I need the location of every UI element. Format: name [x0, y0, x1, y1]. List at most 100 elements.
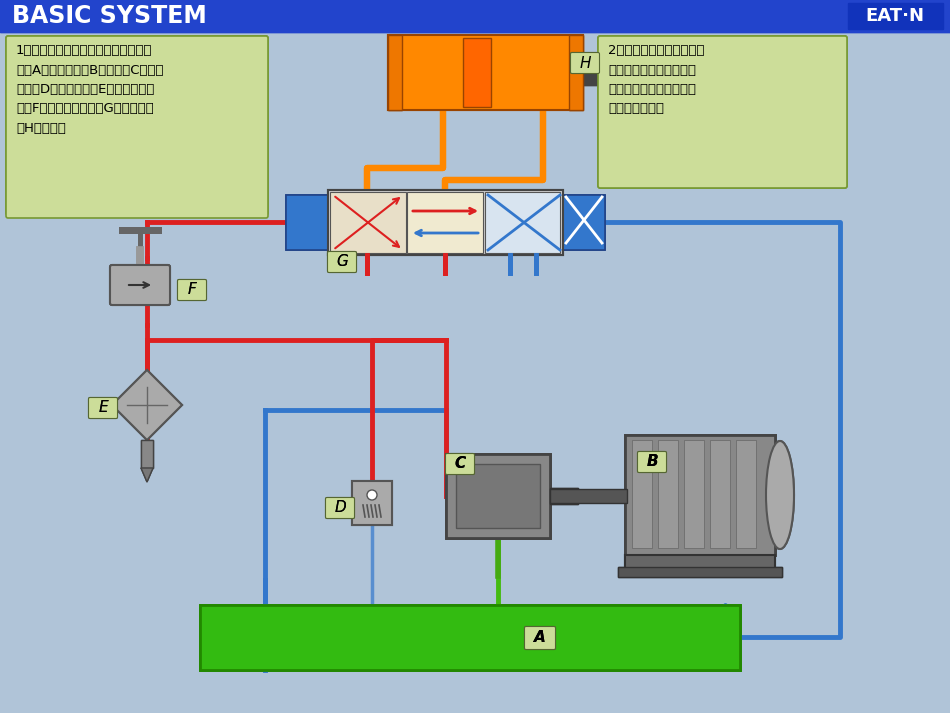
- Bar: [658, 440, 678, 548]
- Text: A: A: [534, 630, 546, 645]
- Polygon shape: [112, 370, 182, 440]
- Ellipse shape: [766, 441, 794, 549]
- Bar: [463, 38, 491, 107]
- Bar: [456, 464, 540, 528]
- Bar: [550, 489, 627, 503]
- Polygon shape: [141, 468, 153, 482]
- Text: 1）一般认为一个简单的液压系统由油
箱（A）、电动机（B）、泵（C）、溢
流阀（D）、过滤器（E）、流量控制
阀（F）、方向控制阀（G）、和油缸
（H）组成。: 1）一般认为一个简单的液压系统由油 箱（A）、电动机（B）、泵（C）、溢 流阀（…: [16, 44, 163, 135]
- Text: B: B: [646, 454, 657, 469]
- Bar: [456, 464, 540, 528]
- Text: EAT·N: EAT·N: [865, 7, 924, 25]
- Bar: [550, 488, 578, 504]
- Bar: [330, 192, 406, 253]
- Bar: [658, 440, 678, 548]
- Bar: [684, 440, 704, 548]
- Bar: [200, 605, 740, 670]
- Text: BASIC SYSTEM: BASIC SYSTEM: [12, 4, 207, 28]
- FancyBboxPatch shape: [571, 53, 599, 73]
- Bar: [352, 481, 392, 525]
- FancyBboxPatch shape: [328, 252, 356, 272]
- Bar: [578, 491, 592, 501]
- Text: B: B: [646, 454, 657, 469]
- FancyBboxPatch shape: [6, 36, 268, 218]
- Bar: [563, 195, 605, 250]
- Text: G: G: [336, 255, 348, 270]
- Bar: [446, 454, 550, 538]
- Text: D: D: [334, 501, 346, 515]
- Text: C: C: [454, 456, 466, 471]
- FancyBboxPatch shape: [328, 252, 356, 272]
- Bar: [710, 440, 730, 548]
- Bar: [286, 195, 328, 250]
- Text: H: H: [580, 56, 591, 71]
- Text: F: F: [188, 282, 197, 297]
- Bar: [388, 35, 402, 110]
- Bar: [446, 454, 550, 538]
- Bar: [710, 440, 730, 548]
- Bar: [618, 567, 782, 577]
- Ellipse shape: [367, 490, 377, 500]
- Bar: [200, 605, 740, 670]
- Bar: [485, 192, 560, 253]
- Bar: [463, 38, 491, 107]
- Bar: [848, 3, 943, 29]
- Bar: [625, 555, 775, 570]
- Text: E: E: [98, 401, 107, 416]
- Bar: [328, 190, 563, 255]
- Bar: [352, 481, 392, 525]
- FancyBboxPatch shape: [524, 627, 556, 650]
- FancyBboxPatch shape: [6, 36, 268, 215]
- FancyBboxPatch shape: [598, 36, 847, 188]
- Bar: [569, 35, 583, 110]
- Text: F: F: [188, 282, 197, 297]
- FancyBboxPatch shape: [637, 451, 667, 473]
- Bar: [0, 0, 950, 32]
- Text: C: C: [454, 456, 466, 471]
- Bar: [583, 57, 703, 85]
- Text: BASIC SYSTEM: BASIC SYSTEM: [12, 4, 207, 28]
- Bar: [736, 440, 756, 548]
- Text: D: D: [334, 501, 346, 515]
- FancyBboxPatch shape: [326, 498, 354, 518]
- Text: 2）油缸的运动是由流量控
制阀（确定运动的速度）
和方向控制阀（油缸运动
的方向）控制。: 2）油缸的运动是由流量控 制阀（确定运动的速度） 和方向控制阀（油缸运动 的方向…: [608, 44, 705, 116]
- Polygon shape: [141, 468, 153, 482]
- Bar: [684, 440, 704, 548]
- Polygon shape: [112, 370, 182, 440]
- FancyBboxPatch shape: [178, 279, 206, 300]
- Bar: [625, 435, 775, 555]
- Bar: [625, 435, 775, 555]
- Bar: [0, 0, 950, 32]
- Bar: [485, 192, 560, 253]
- Bar: [848, 3, 943, 29]
- Text: 2）油缸的运动是由流量控
制阀（确定运动的速度）
和方向控制阀（油缸运动
的方向）控制。: 2）油缸的运动是由流量控 制阀（确定运动的速度） 和方向控制阀（油缸运动 的方向…: [608, 44, 705, 116]
- Text: E: E: [98, 401, 107, 416]
- Bar: [407, 192, 483, 253]
- FancyBboxPatch shape: [598, 36, 847, 188]
- Bar: [388, 35, 402, 110]
- FancyBboxPatch shape: [524, 627, 556, 650]
- Bar: [618, 567, 782, 577]
- Bar: [141, 440, 153, 468]
- Bar: [550, 488, 578, 504]
- Bar: [569, 35, 583, 110]
- Bar: [625, 555, 775, 570]
- Bar: [141, 440, 153, 468]
- Text: H: H: [580, 56, 591, 71]
- Bar: [330, 192, 406, 253]
- FancyBboxPatch shape: [88, 398, 118, 419]
- Ellipse shape: [766, 441, 794, 549]
- Text: EAT·N: EAT·N: [865, 7, 924, 25]
- Bar: [407, 192, 483, 253]
- Bar: [632, 440, 652, 548]
- FancyBboxPatch shape: [571, 53, 599, 73]
- Bar: [388, 35, 583, 110]
- FancyBboxPatch shape: [637, 451, 667, 473]
- Bar: [736, 440, 756, 548]
- Text: 1）一般认为一个简单的液压系统由油
箱（A）、电动机（B）、泵（C）、溢
流阀（D）、过滤器（E）、流量控制
阀（F）、方向控制阀（G）、和油缸
（H）组成。: 1）一般认为一个简单的液压系统由油 箱（A）、电动机（B）、泵（C）、溢 流阀（…: [16, 44, 163, 135]
- Text: G: G: [336, 255, 348, 270]
- Ellipse shape: [367, 490, 377, 500]
- FancyBboxPatch shape: [326, 498, 354, 518]
- FancyBboxPatch shape: [446, 453, 474, 474]
- Bar: [632, 440, 652, 548]
- Text: A: A: [534, 630, 546, 645]
